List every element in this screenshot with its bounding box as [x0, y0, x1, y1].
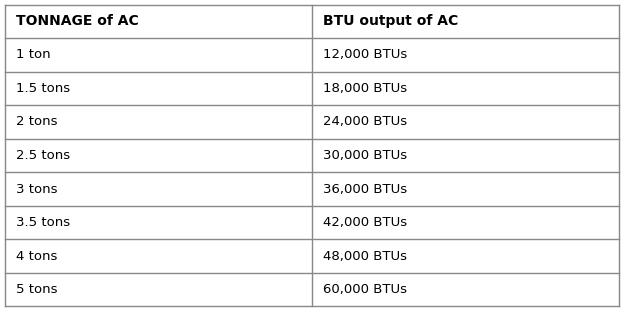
Text: TONNAGE of AC: TONNAGE of AC — [16, 14, 139, 28]
Text: 2 tons: 2 tons — [16, 115, 58, 128]
Text: 18,000 BTUs: 18,000 BTUs — [323, 82, 407, 95]
Text: 12,000 BTUs: 12,000 BTUs — [323, 49, 407, 62]
Text: 1 ton: 1 ton — [16, 49, 51, 62]
Text: 3 tons: 3 tons — [16, 183, 58, 196]
Text: 1.5 tons: 1.5 tons — [16, 82, 71, 95]
Text: 48,000 BTUs: 48,000 BTUs — [323, 249, 407, 262]
Text: 3.5 tons: 3.5 tons — [16, 216, 71, 229]
Text: 4 tons: 4 tons — [16, 249, 57, 262]
Text: 60,000 BTUs: 60,000 BTUs — [323, 283, 407, 296]
Text: BTU output of AC: BTU output of AC — [323, 14, 459, 28]
Text: 5 tons: 5 tons — [16, 283, 58, 296]
Text: 2.5 tons: 2.5 tons — [16, 149, 71, 162]
Text: 42,000 BTUs: 42,000 BTUs — [323, 216, 407, 229]
Text: 36,000 BTUs: 36,000 BTUs — [323, 183, 407, 196]
Text: 30,000 BTUs: 30,000 BTUs — [323, 149, 407, 162]
Text: 24,000 BTUs: 24,000 BTUs — [323, 115, 407, 128]
